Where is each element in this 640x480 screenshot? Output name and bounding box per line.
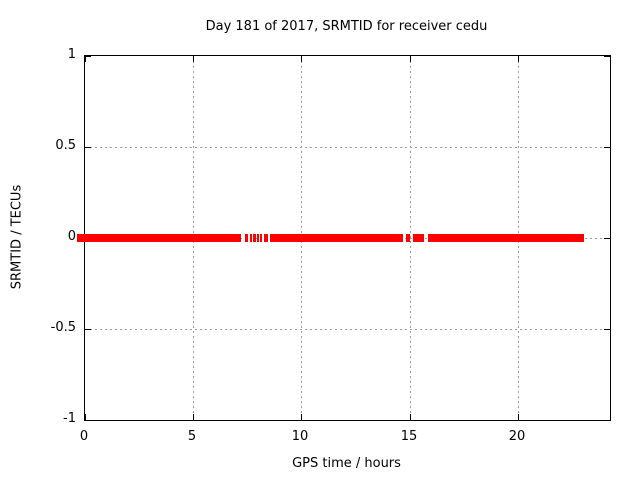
x-axis-label: GPS time / hours [292,456,401,471]
x-tick-mark-bottom [301,414,302,420]
x-tick-label: 15 [400,429,418,444]
x-tick-mark-bottom [518,414,519,420]
y-tick-label: -1 [63,411,76,426]
data-segment [406,234,410,242]
y-axis-label: SRMTID / TECUs [9,184,25,290]
y-tick-mark-left [85,329,91,330]
y-tick-mark-left [85,56,91,57]
data-segment [245,234,248,242]
grid-line-horizontal [85,329,610,330]
x-tick-mark-bottom [410,414,411,420]
data-segment [413,234,424,242]
x-tick-mark-top [301,56,302,62]
y-tick-mark-right [604,329,610,330]
data-segment [260,234,262,242]
x-tick-label: 20 [508,429,526,444]
y-tick-mark-right [604,420,610,421]
x-tick-label: 5 [187,429,197,444]
y-tick-label: -0.5 [50,320,76,335]
y-tick-mark-right [604,238,610,239]
x-tick-mark-top [85,56,86,62]
data-segment [257,234,259,242]
data-segment [264,234,268,242]
x-tick-mark-bottom [193,414,194,420]
x-tick-mark-top [410,56,411,62]
data-segment [250,234,252,242]
plot-area [77,55,611,421]
y-tick-mark-left [85,420,91,421]
y-tick-mark-right [604,56,610,57]
data-segment [270,234,403,242]
grid-line-vertical [410,56,411,420]
y-tick-label: 0 [67,229,76,244]
y-tick-label: 1 [67,47,76,62]
data-segment [253,234,256,242]
x-tick-mark-top [518,56,519,62]
x-tick-mark-top [193,56,194,62]
data-segment [77,234,241,242]
y-tick-label: 0.5 [55,138,76,153]
y-tick-mark-right [604,147,610,148]
data-segment [428,234,584,242]
chart-title: Day 181 of 2017, SRMTID for receiver ced… [205,19,488,34]
x-tick-mark-bottom [85,414,86,420]
x-tick-label: 10 [291,429,309,444]
x-tick-label: 0 [79,429,89,444]
grid-line-horizontal [85,147,610,148]
y-tick-mark-left [85,147,91,148]
